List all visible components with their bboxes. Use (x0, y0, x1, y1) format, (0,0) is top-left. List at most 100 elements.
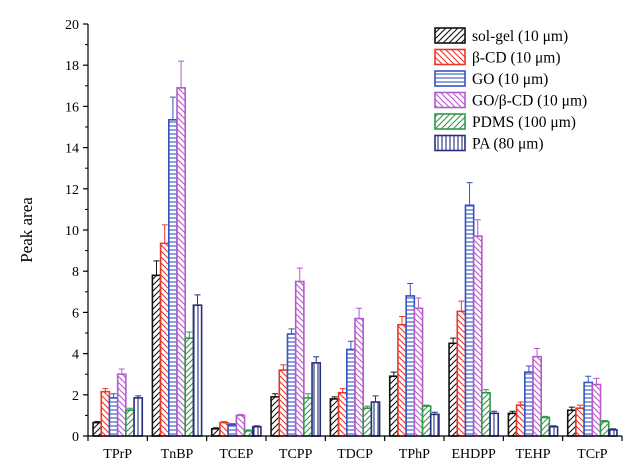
bar-tcep-series-2 (219, 421, 229, 437)
error-bar (110, 393, 117, 398)
y-tick-label: 12 (65, 183, 79, 198)
bar-ehdpp-series-6 (489, 412, 500, 437)
error-bar (186, 331, 193, 339)
bar-tphp-series-5 (421, 405, 432, 437)
x-tick-label: TEHP (516, 447, 551, 462)
error-bar (194, 294, 201, 306)
error-bar (356, 307, 363, 319)
x-tick-label: TnBP (161, 447, 194, 462)
error-bar (313, 356, 320, 363)
bar-tnbp-series-4 (176, 87, 186, 437)
legend-swatch (434, 27, 466, 44)
bar-tcpp-series-6 (311, 362, 322, 437)
bar-ehdpp-series-1 (448, 342, 459, 437)
bar-tnbp-series-5 (184, 337, 195, 437)
error-bar (339, 388, 346, 393)
bar-ehdpp-series-5 (481, 391, 491, 437)
error-bar (280, 364, 287, 371)
error-bar (245, 429, 252, 431)
error-bar (450, 337, 457, 344)
error-bar (126, 407, 133, 411)
error-bar (568, 406, 575, 411)
error-bar (272, 393, 279, 397)
bar-tdcp-series-5 (362, 407, 373, 437)
y-axis-title: Peak area (17, 197, 36, 263)
x-tick-label: TPrP (103, 447, 132, 462)
bar-tcrp-series-6 (607, 429, 618, 437)
error-bar (169, 96, 176, 120)
error-bar (161, 224, 168, 244)
bar-tehp-series-4 (532, 355, 542, 437)
bar-tcpp-series-3 (286, 333, 297, 437)
bar-tcep-series-3 (227, 423, 238, 437)
error-bar (601, 420, 608, 422)
y-tick-label: 20 (65, 18, 79, 33)
bar-tprp-series-4 (116, 373, 127, 437)
y-tick-label: 6 (72, 306, 79, 321)
bar-tcpp-series-2 (278, 369, 289, 437)
bar-tehp-series-3 (523, 371, 534, 437)
x-tick-label: TCrP (577, 447, 608, 462)
bar-tcep-series-1 (210, 427, 221, 437)
legend-label: PA (80 μm) (472, 136, 543, 153)
error-bar (237, 413, 244, 416)
legend-swatch (434, 48, 466, 66)
bar-tprp-series-6 (133, 397, 144, 437)
error-bar (415, 297, 422, 309)
x-tick-label: TCEP (219, 447, 253, 462)
bar-tphp-series-1 (388, 375, 399, 437)
error-bar (482, 389, 489, 393)
bar-tphp-series-6 (429, 413, 440, 437)
error-bar (542, 415, 549, 418)
bar-tdcp-series-1 (329, 398, 340, 437)
error-bar (577, 404, 584, 409)
bar-tcrp-series-1 (566, 409, 577, 437)
bar-tprp-series-3 (108, 397, 119, 437)
bar-tehp-series-2 (515, 404, 526, 437)
error-bar (517, 401, 524, 406)
error-bar (609, 428, 616, 430)
legend-label: PDMS (100 μm) (472, 114, 576, 131)
legend-swatch (434, 113, 466, 130)
bar-tprp-series-2 (100, 390, 111, 437)
error-bar (534, 347, 541, 357)
error-bar (372, 395, 379, 403)
bar-tnbp-series-6 (192, 304, 203, 437)
error-bar (296, 267, 303, 282)
bar-ehdpp-series-4 (472, 235, 483, 437)
bar-tehp-series-5 (540, 416, 551, 437)
y-tick-label: 2 (72, 389, 79, 404)
error-bar (178, 60, 185, 88)
error-bar (118, 368, 125, 375)
bar-ehdpp-series-3 (464, 204, 475, 437)
bar-tnbp-series-3 (168, 118, 178, 437)
error-bar (347, 340, 354, 350)
bar-ehdpp-series-2 (456, 310, 467, 437)
error-bar (399, 316, 406, 325)
x-tick-label: TDCP (337, 447, 373, 462)
x-tick-label: TPhP (399, 447, 430, 462)
bar-tcpp-series-1 (270, 396, 281, 437)
error-bar (135, 395, 142, 398)
error-bar (550, 425, 557, 427)
error-bar (474, 219, 481, 237)
bar-tcrp-series-3 (583, 381, 594, 437)
bar-tdcp-series-4 (354, 317, 364, 437)
bar-tprp-series-5 (125, 409, 135, 437)
error-bar (212, 427, 219, 429)
x-tick-label: TCPP (279, 447, 313, 462)
error-bar (253, 425, 260, 427)
error-bar (102, 388, 109, 392)
bar-tdcp-series-3 (345, 348, 356, 437)
error-bar (423, 404, 430, 407)
error-bar (509, 410, 516, 414)
bars-layer (92, 87, 618, 437)
error-bar (407, 283, 414, 296)
y-tick-label: 14 (65, 142, 79, 157)
bar-tnbp-series-2 (159, 242, 170, 437)
error-bar (229, 423, 236, 425)
error-bar (390, 371, 397, 377)
error-bar (491, 410, 498, 414)
